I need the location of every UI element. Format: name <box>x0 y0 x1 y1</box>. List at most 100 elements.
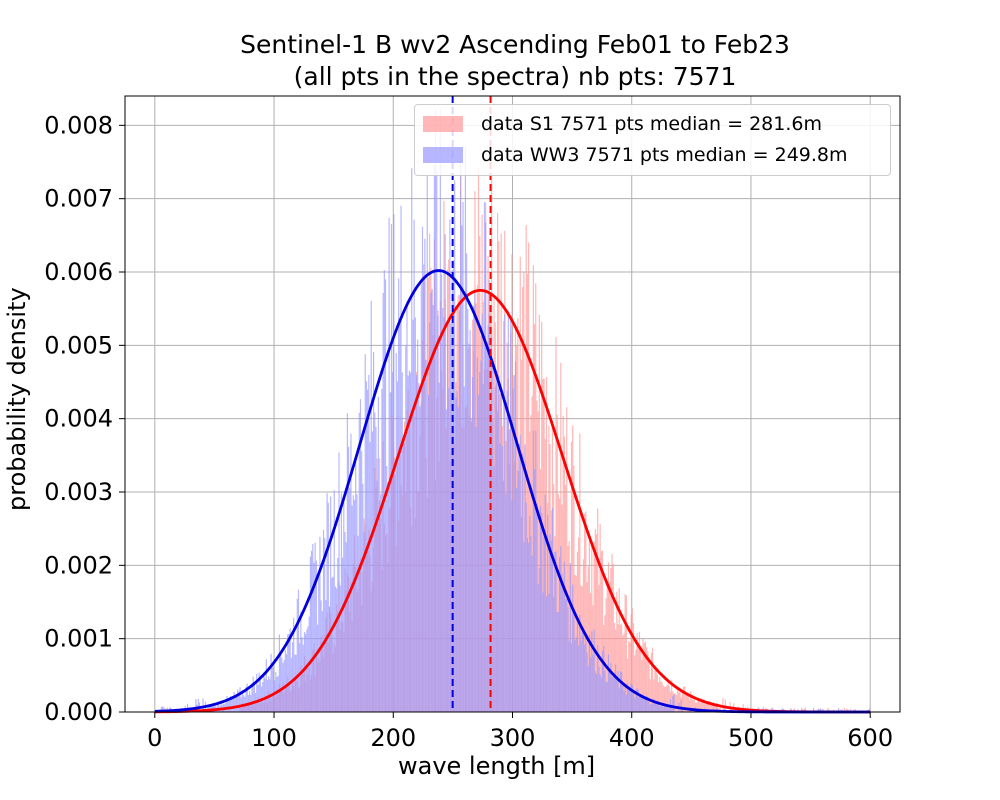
hist-bar-ww3 <box>555 551 557 712</box>
hist-bar-ww3 <box>265 659 267 712</box>
hist-bar-ww3 <box>563 561 565 712</box>
hist-bar-s1 <box>703 698 705 712</box>
hist-bar-s1 <box>556 414 558 712</box>
hist-bar-ww3 <box>218 701 220 712</box>
hist-bar-s1 <box>846 708 848 712</box>
hist-bar-ww3 <box>532 430 534 712</box>
hist-bar-s1 <box>671 679 673 712</box>
hist-bar-ww3 <box>501 445 503 712</box>
hist-bar-ww3 <box>535 430 537 712</box>
hist-bar-ww3 <box>309 556 311 712</box>
hist-bar-ww3 <box>510 315 512 712</box>
hist-bar-ww3 <box>210 704 213 712</box>
hist-bar-ww3 <box>538 568 540 712</box>
hist-bar-ww3 <box>430 292 432 712</box>
hist-bar-ww3 <box>395 353 397 712</box>
hist-bar-s1 <box>677 686 679 712</box>
hist-bar-ww3 <box>277 675 279 712</box>
y-tick-label: 0.008 <box>44 111 113 139</box>
hist-bar-s1 <box>827 707 829 712</box>
hist-bar-s1 <box>599 524 601 712</box>
hist-bar-ww3 <box>504 313 506 712</box>
hist-bar-ww3 <box>291 642 294 712</box>
hist-bar-ww3 <box>369 441 371 712</box>
hist-bar-ww3 <box>644 697 647 712</box>
hist-bar-ww3 <box>668 706 670 712</box>
hist-bar-ww3 <box>378 500 381 712</box>
hist-bar-ww3 <box>239 687 241 712</box>
hist-bar-ww3 <box>445 409 447 712</box>
hist-bar-ww3 <box>559 557 561 712</box>
hist-bar-ww3 <box>619 671 621 712</box>
hist-bar-ww3 <box>401 372 403 712</box>
hist-bar-ww3 <box>451 269 453 712</box>
hist-bar-ww3 <box>398 278 400 712</box>
hist-bar-ww3 <box>301 637 303 712</box>
hist-bar-ww3 <box>252 676 254 712</box>
hist-bar-s1 <box>586 582 588 712</box>
hist-bar-ww3 <box>427 395 430 712</box>
hist-bar-ww3 <box>316 624 319 712</box>
hist-bar-ww3 <box>280 652 282 712</box>
hist-bar-ww3 <box>390 224 393 712</box>
hist-bar-ww3 <box>560 545 562 712</box>
hist-bar-s1 <box>570 441 573 712</box>
hist-bar-s1 <box>528 242 530 712</box>
hist-bar-ww3 <box>569 563 571 712</box>
fit-curve-s1 <box>154 288 871 714</box>
hist-bar-ww3 <box>345 542 347 712</box>
hist-bar-s1 <box>708 701 710 712</box>
hist-bar-ww3 <box>326 493 328 712</box>
hist-bar-ww3 <box>437 315 439 712</box>
hist-bar-ww3 <box>227 698 229 712</box>
hist-bar-ww3 <box>625 694 627 712</box>
hist-bar-ww3 <box>626 683 629 712</box>
hist-bar-ww3 <box>375 427 377 712</box>
hist-bar-ww3 <box>522 453 524 712</box>
hist-bar-s1 <box>622 635 624 712</box>
legend-item-ww3: data WW3 7571 pts median = 249.8m <box>423 143 848 167</box>
hist-bar-ww3 <box>274 680 276 712</box>
hist-bar-ww3 <box>358 412 360 712</box>
hist-bar-ww3 <box>643 695 645 712</box>
hist-bar-ww3 <box>628 686 630 712</box>
hist-bar-ww3 <box>634 697 636 712</box>
hist-bar-s1 <box>706 702 709 712</box>
hist-bar-ww3 <box>524 444 526 712</box>
hist-bar-ww3 <box>332 576 334 712</box>
hist-bar-s1 <box>612 564 614 712</box>
hist-bar-ww3 <box>433 165 435 713</box>
hist-bar-s1 <box>600 551 602 712</box>
y-tick-label: 0.006 <box>44 258 113 286</box>
hist-bar-ww3 <box>544 494 546 712</box>
hist-bar-s1 <box>668 685 670 712</box>
hist-bar-ww3 <box>456 390 458 712</box>
hist-bar-ww3 <box>647 696 649 712</box>
hist-bar-ww3 <box>480 360 482 712</box>
legend-item-s1: data S1 7571 pts median = 281.6m <box>423 112 822 136</box>
hist-bar-ww3 <box>623 690 625 712</box>
hist-bar-ww3 <box>595 673 598 712</box>
hist-bar-s1 <box>634 655 636 712</box>
hist-bar-ww3 <box>533 469 536 712</box>
hist-bar-ww3 <box>566 599 568 712</box>
hist-bar-ww3 <box>495 369 497 712</box>
hist-bar-ww3 <box>331 578 333 712</box>
hist-bar-ww3 <box>415 375 418 712</box>
hist-bar-s1 <box>849 708 852 712</box>
hist-bar-ww3 <box>473 305 475 712</box>
hist-bar-ww3 <box>256 673 258 712</box>
hist-bar-ww3 <box>370 300 372 712</box>
hist-bar-ww3 <box>421 226 424 712</box>
hist-bar-s1 <box>611 553 613 712</box>
hist-bar-ww3 <box>232 696 234 712</box>
hist-bar-s1 <box>588 540 590 712</box>
hist-bar-ww3 <box>357 535 359 712</box>
hist-bar-ww3 <box>376 480 378 712</box>
hist-bar-s1 <box>598 584 600 712</box>
hist-bar-ww3 <box>511 500 513 712</box>
hist-bar-ww3 <box>407 375 409 712</box>
hist-bar-ww3 <box>605 681 607 712</box>
hist-bar-ww3 <box>356 494 358 712</box>
hist-bar-s1 <box>635 649 637 712</box>
